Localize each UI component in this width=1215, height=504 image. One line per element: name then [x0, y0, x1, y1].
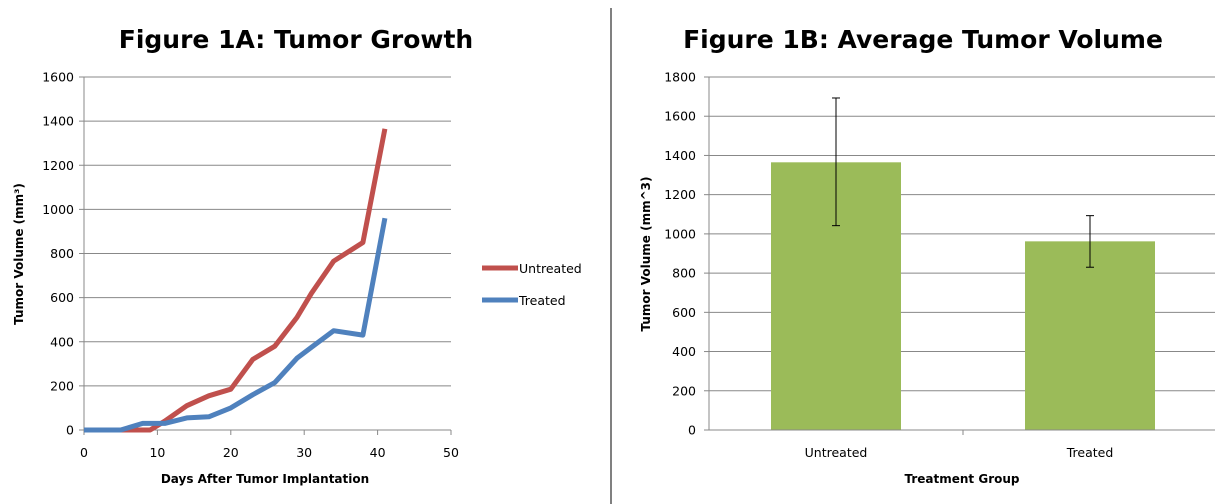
chart-a-y-tick-label: 1600 [42, 70, 74, 85]
chart-b-y-tick-label: 1200 [664, 187, 696, 202]
chart-b-x-axis-title: Treatment Group [904, 472, 1019, 486]
chart-a-x-axis-title: Days After Tumor Implantation [161, 472, 369, 486]
chart-a-x-tick-label: 40 [370, 445, 386, 460]
chart-a-y-tick-label: 0 [66, 423, 74, 438]
chart-a-x-tick-label: 10 [149, 445, 165, 460]
chart-a-y-tick-label: 1200 [42, 158, 74, 173]
chart-a-x-tick-label: 50 [443, 445, 459, 460]
chart-a-y-tick-label: 1400 [42, 114, 74, 129]
chart-b-y-tick-label: 1800 [664, 70, 696, 85]
chart-a-y-tick-label: 400 [50, 334, 74, 349]
chart-b-y-tick-label: 400 [672, 344, 696, 359]
chart-a-y-tick-label: 200 [50, 378, 74, 393]
chart-b-y-tick-label: 200 [672, 383, 696, 398]
chart-a-y-tick-label: 1000 [42, 202, 74, 217]
chart-a-legend-label: Untreated [519, 261, 582, 276]
chart-b-plot: 0 200 400 600 800 1000 1200 1400 1600 1800 Untreat… [664, 70, 1215, 460]
chart-a-x-tick-label: 30 [296, 445, 312, 460]
chart-a-y-tick-label: 800 [50, 246, 74, 261]
chart-b-y-tick-label: 1000 [664, 226, 696, 241]
chart-b-y-axis-title: Tumor Volume (mm^3) [639, 177, 653, 332]
chart-a-title: Figure 1A: Tumor Growth [119, 25, 473, 54]
chart-b-bar-treated [1025, 241, 1155, 430]
chart-a-series-line-untreated [84, 128, 388, 433]
chart-a-x-tick-label: 20 [223, 445, 239, 460]
chart-b-category-label: Untreated [805, 445, 868, 460]
chart-b-title: Figure 1B: Average Tumor Volume [683, 25, 1163, 54]
chart-b-y-tick-label: 1600 [664, 109, 696, 124]
chart-a-x-tick-label: 0 [80, 445, 88, 460]
chart-a-y-axis-title: Tumor Volume (mm³) [12, 183, 26, 325]
chart-b-y-tick-label: 0 [688, 423, 696, 438]
chart-a-plot: 0 200 400 600 800 1000 1200 1400 1600 0 10 20 30 40 50… [42, 70, 582, 461]
chart-b-y-tick-label: 800 [672, 266, 696, 281]
chart-a-series-line-treated [84, 217, 388, 433]
chart-b-y-tick-label: 600 [672, 305, 696, 320]
chart-b-y-tick-label: 1400 [664, 148, 696, 163]
chart-b-category-label: Treated [1066, 445, 1114, 460]
chart-a-y-tick-label: 600 [50, 290, 74, 305]
chart-a-legend-label: Treated [518, 293, 566, 308]
